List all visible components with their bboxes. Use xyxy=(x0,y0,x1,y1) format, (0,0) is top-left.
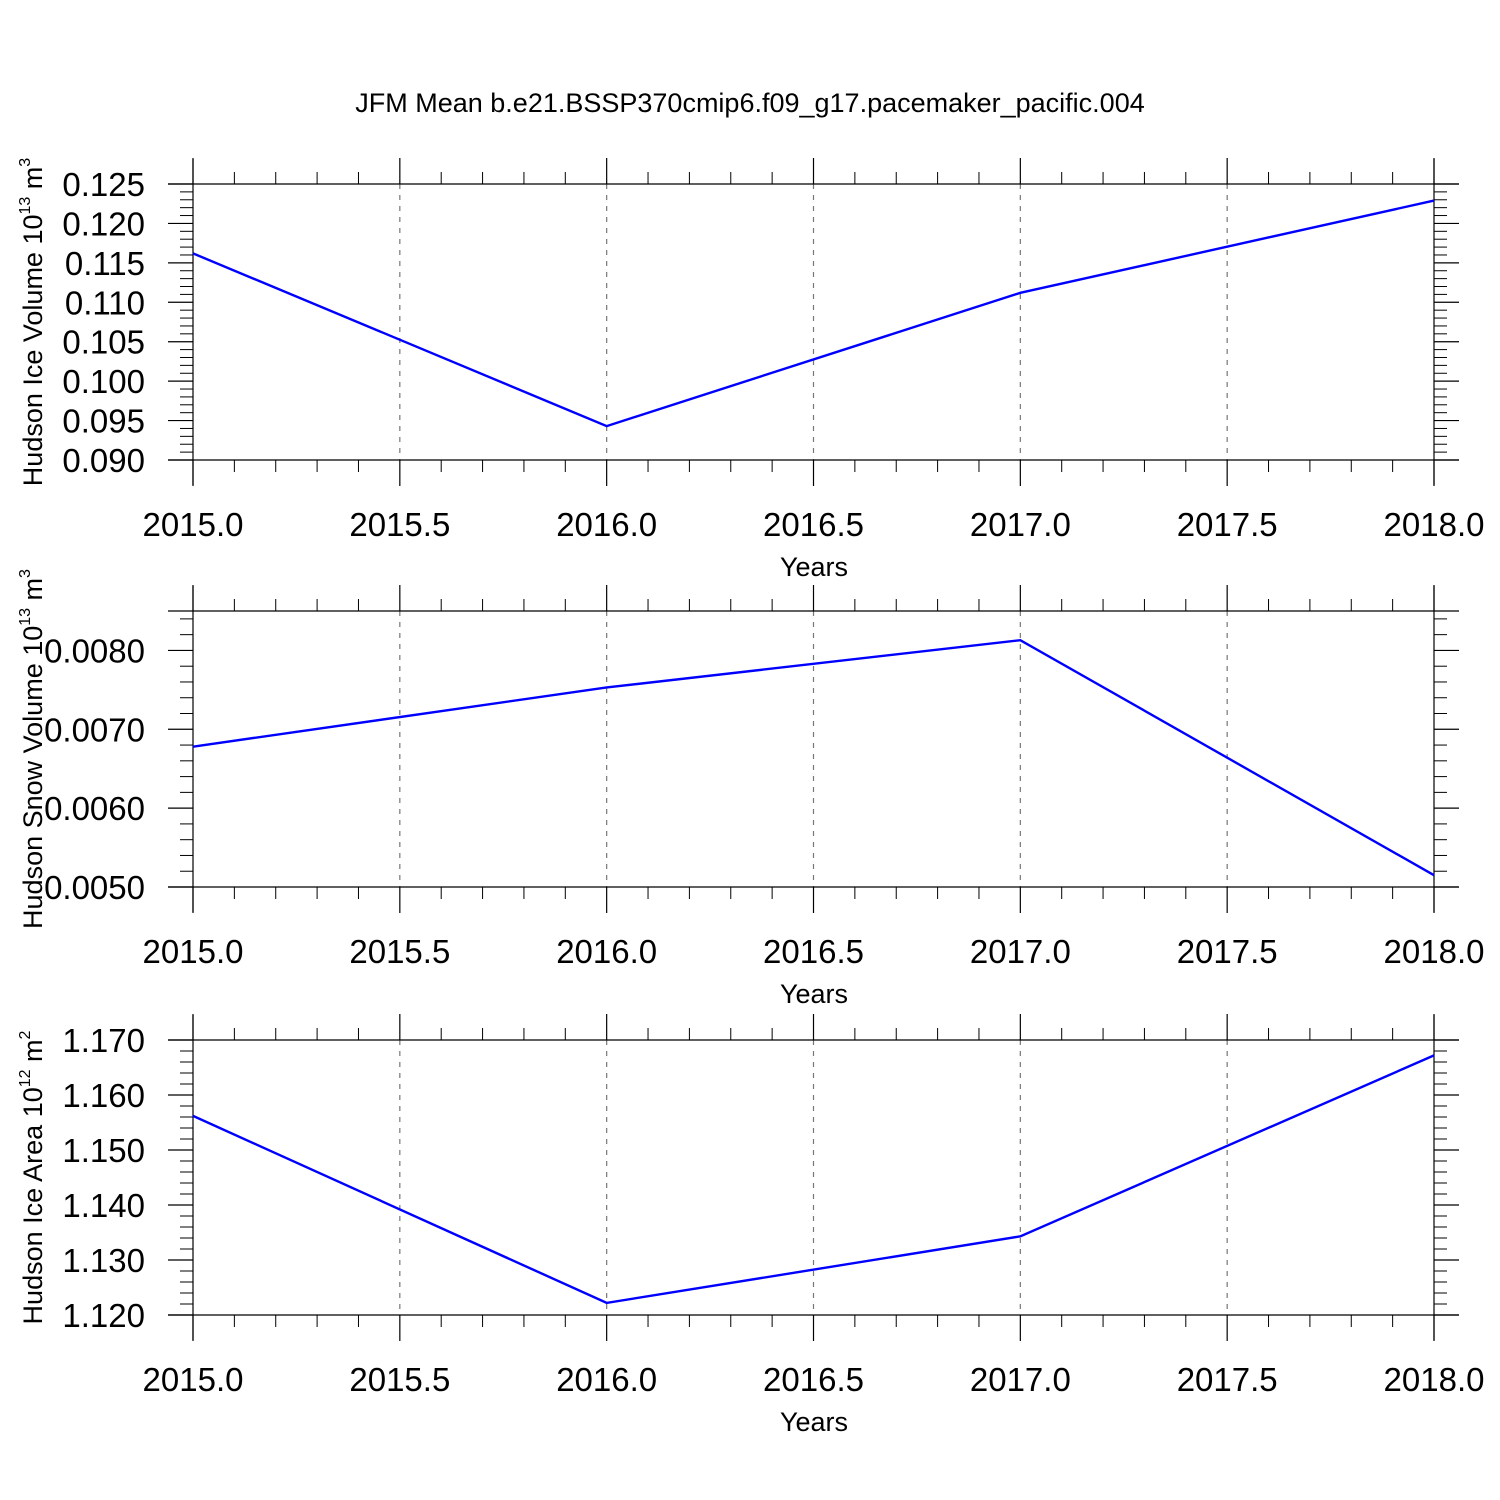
x-tick-label: 2016.0 xyxy=(556,506,657,543)
x-tick-label: 2015.0 xyxy=(143,506,244,543)
panels: 2015.0 2015.5 2016.0 2016.5 2017.0 2017.5 2018… xyxy=(17,158,1484,1437)
y-tick-label: 0.110 xyxy=(65,284,145,321)
y-tick-label: 0.115 xyxy=(65,245,145,282)
x-axis-title: Years xyxy=(780,1407,848,1437)
y-tick-label: 0.090 xyxy=(62,442,145,479)
x-axis-title: Years xyxy=(780,979,848,1009)
panel-1: 2015.0 2015.5 2016.0 2016.5 2017.0 2017.5 2018… xyxy=(17,158,1484,582)
x-tick-label: 2017.5 xyxy=(1177,506,1278,543)
y-tick-label: 0.095 xyxy=(62,403,145,440)
x-tick-label: 2017.0 xyxy=(970,933,1071,970)
x-tick-label: 2015.5 xyxy=(349,506,450,543)
x-tick-label: 2017.5 xyxy=(1177,933,1278,970)
y-axis-title: Hudson Snow Volume 1013 m3 xyxy=(17,569,48,929)
x-tick-label: 2015.0 xyxy=(143,933,244,970)
y-tick-label: 0.0080 xyxy=(44,632,145,669)
series-line xyxy=(192,199,1435,428)
y-axis-title: Hudson Ice Area 1012 m2 xyxy=(17,1030,48,1324)
y-tick-label: 1.120 xyxy=(62,1297,145,1334)
x-tick-label: 2016.5 xyxy=(763,1361,864,1398)
x-tick-label: 2017.0 xyxy=(970,1361,1071,1398)
x-axis-title: Years xyxy=(780,552,848,582)
panel-3: 2015.0 2015.5 2016.0 2016.5 2017.0 2017.5 2018… xyxy=(17,1014,1484,1437)
x-tick-label: 2016.5 xyxy=(763,506,864,543)
y-axis-title: Hudson Ice Volume 1013 m3 xyxy=(17,158,48,486)
series-line xyxy=(192,1054,1435,1305)
y-tick-label: 0.0050 xyxy=(44,869,145,906)
y-tick-label: 1.130 xyxy=(62,1242,145,1279)
y-tick-label: 1.140 xyxy=(62,1187,145,1224)
x-tick-label: 2015.5 xyxy=(349,933,450,970)
x-tick-label: 2017.5 xyxy=(1177,1361,1278,1398)
x-tick-label: 2018.0 xyxy=(1384,1361,1485,1398)
panel-2: 2015.0 2015.5 2016.0 2016.5 2017.0 2017.5 2018… xyxy=(17,569,1484,1009)
figure-title: JFM Mean b.e21.BSSP370cmip6.f09_g17.pace… xyxy=(355,88,1144,118)
x-tick-label: 2015.5 xyxy=(349,1361,450,1398)
x-tick-label: 2018.0 xyxy=(1384,933,1485,970)
y-tick-label: 1.150 xyxy=(62,1132,145,1169)
y-tick-label: 1.160 xyxy=(62,1077,145,1114)
y-tick-label: 0.100 xyxy=(62,363,145,400)
x-tick-label: 2018.0 xyxy=(1384,506,1485,543)
x-tick-label: 2016.0 xyxy=(556,933,657,970)
y-tick-label: 0.105 xyxy=(62,324,145,361)
y-tick-label: 0.0070 xyxy=(44,711,145,748)
y-tick-label: 0.120 xyxy=(62,205,145,242)
y-tick-label: 1.170 xyxy=(62,1022,145,1059)
series-line xyxy=(192,638,1435,877)
y-tick-label: 0.0060 xyxy=(44,790,145,827)
x-tick-label: 2016.0 xyxy=(556,1361,657,1398)
y-tick-label: 0.125 xyxy=(62,166,145,203)
x-tick-label: 2017.0 xyxy=(970,506,1071,543)
x-tick-label: 2015.0 xyxy=(143,1361,244,1398)
x-tick-label: 2016.5 xyxy=(763,933,864,970)
